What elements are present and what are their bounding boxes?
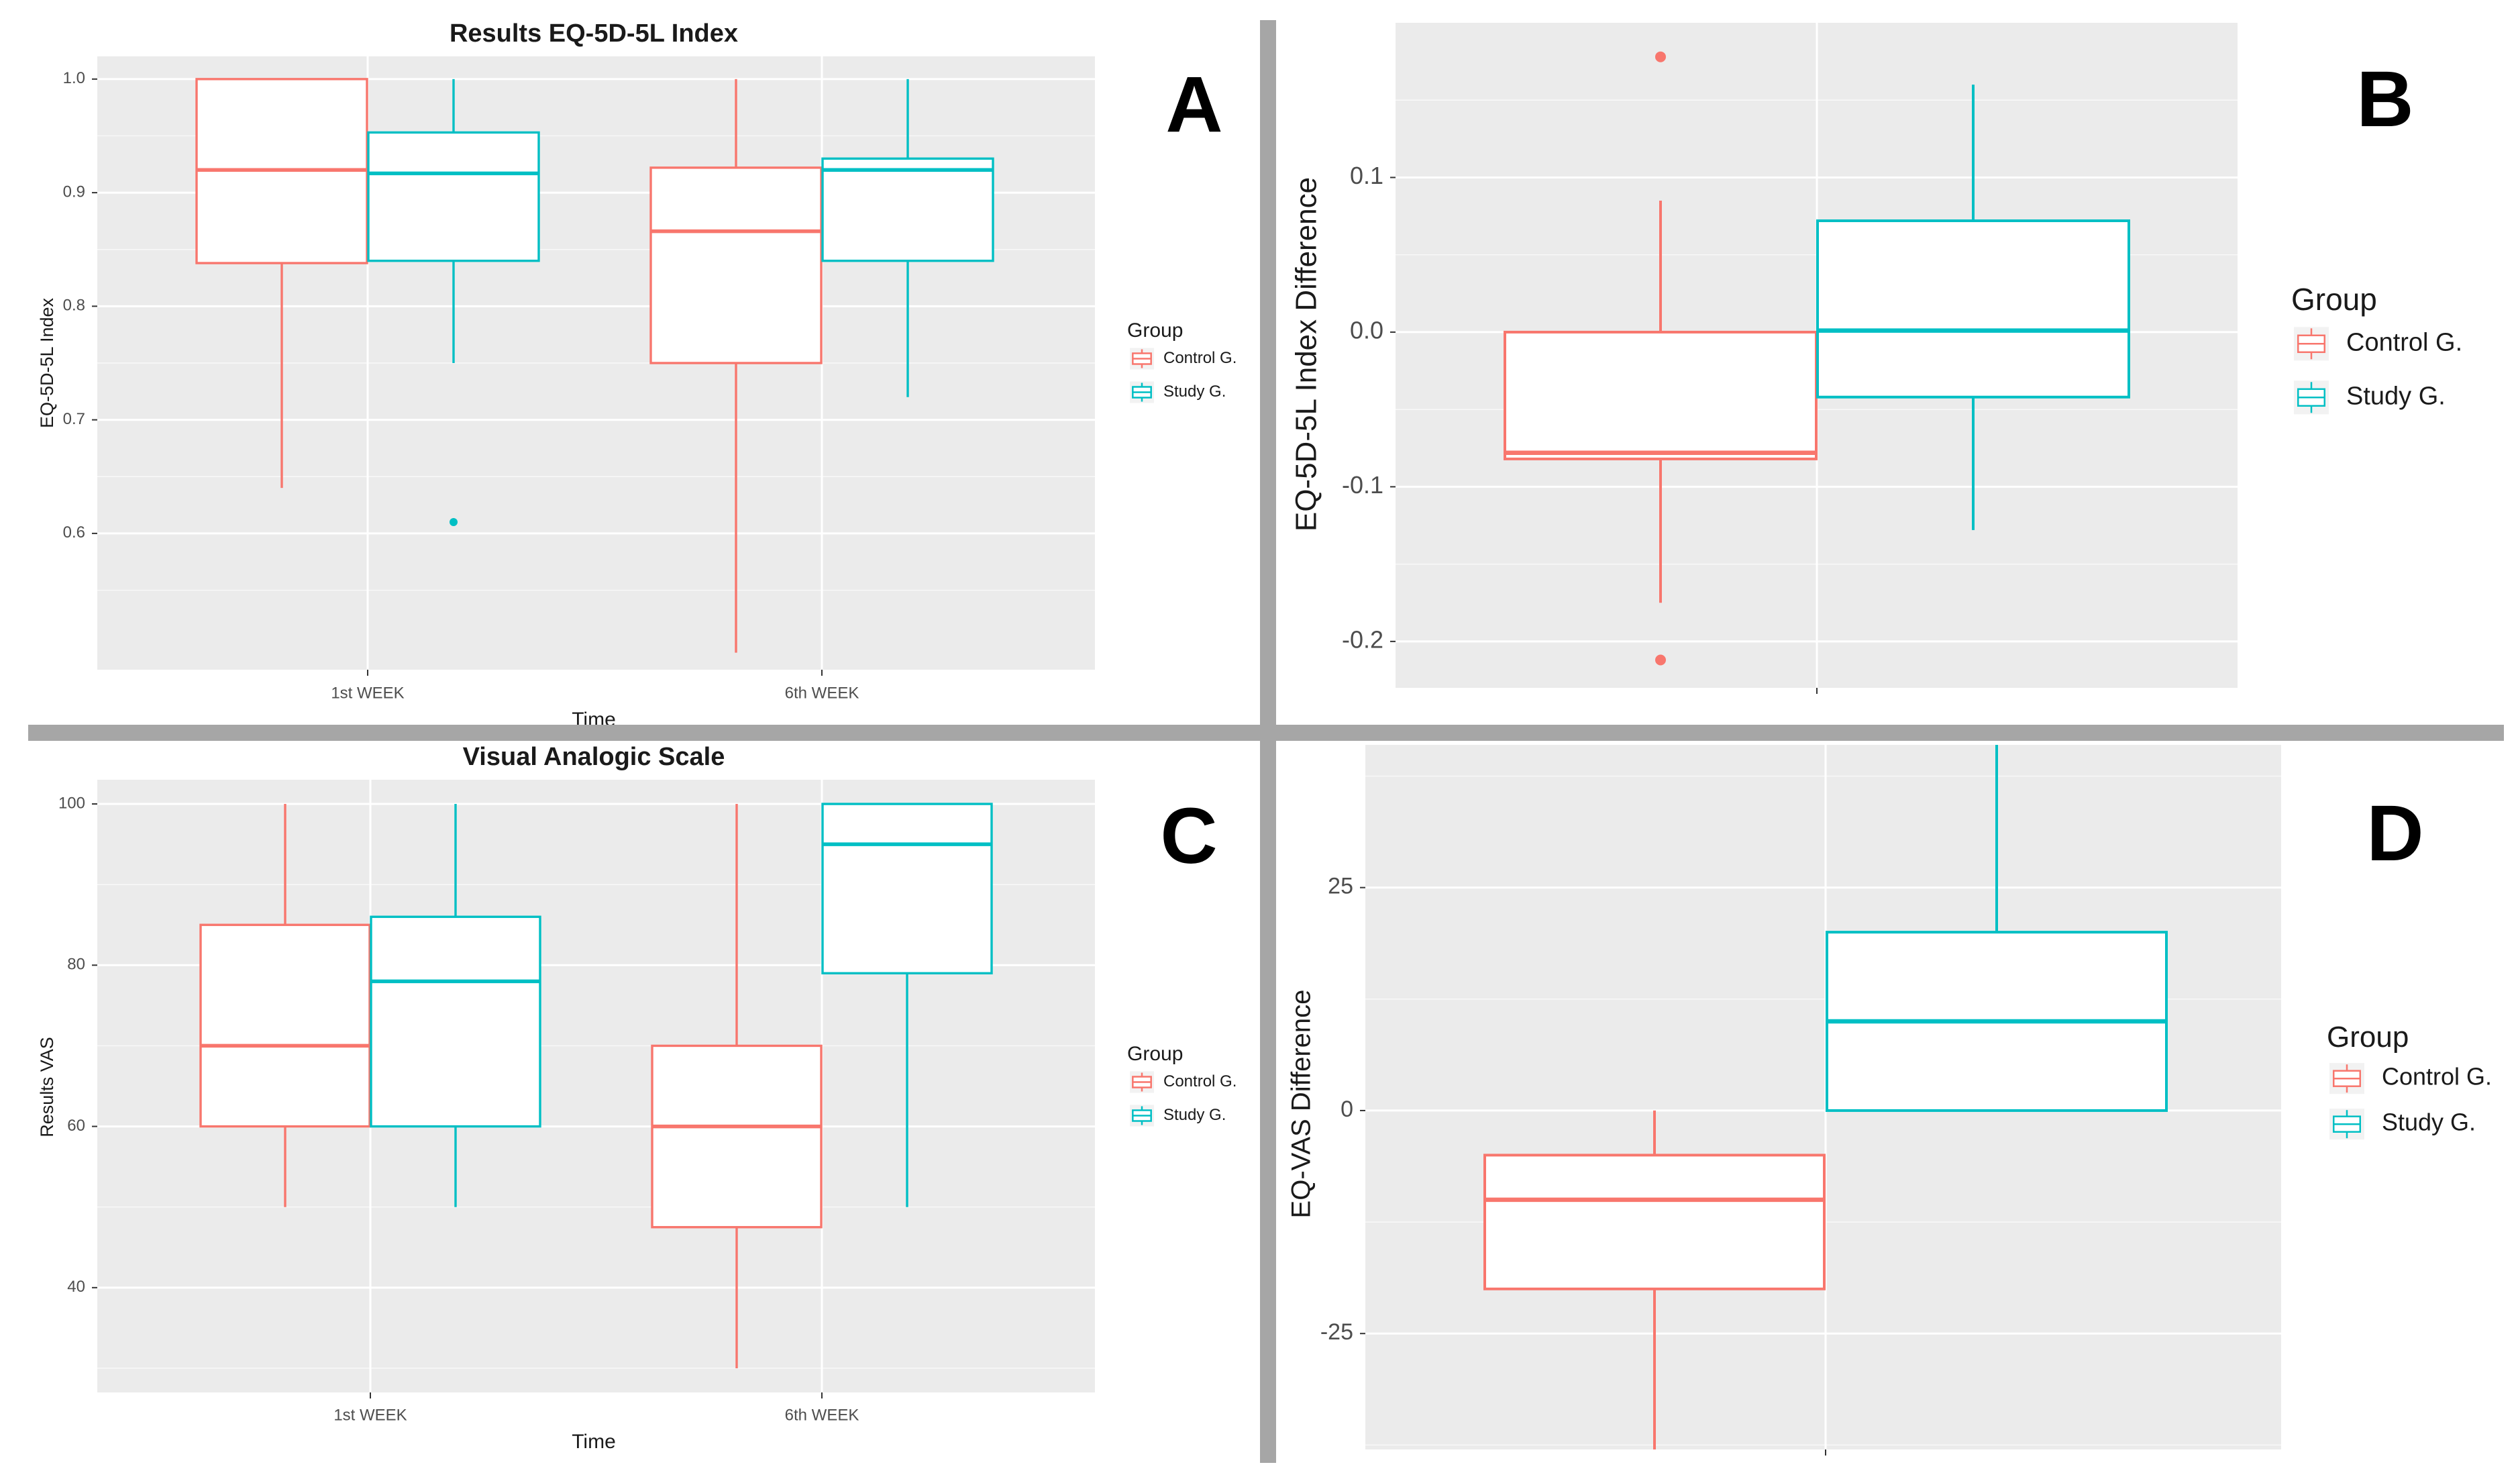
x-tick-label: 1st WEEK <box>333 1406 407 1424</box>
legend-key-control <box>1130 1071 1154 1093</box>
legend-key-study <box>2294 380 2329 415</box>
box-iqr <box>370 915 541 1128</box>
legend-title: Group <box>1127 319 1183 342</box>
panel-d: -25 0 25 EQ-VAS Difference D Group Control G. S… <box>1287 745 2492 1456</box>
y-tick-label: 40 <box>67 1278 85 1296</box>
legend-label-study: Study G. <box>2382 1109 2476 1136</box>
legend: Group Control G. Study G. <box>2327 1021 2492 1140</box>
y-axis-title: EQ-VAS Difference <box>1287 990 1316 1219</box>
panel-letter: B <box>2356 55 2413 144</box>
legend-label-control: Control G. <box>2346 328 2462 356</box>
legend-key-study <box>1130 381 1154 403</box>
legend-title: Group <box>1127 1043 1183 1065</box>
x-tick-label: 6th WEEK <box>785 684 859 702</box>
y-tick-label: 0.8 <box>63 297 85 315</box>
outlier-point <box>1655 654 1666 666</box>
legend-label-control: Control G. <box>2382 1063 2492 1090</box>
panel-letter: A <box>1165 60 1222 149</box>
box-iqr <box>199 923 371 1128</box>
y-tick-label: 0.9 <box>63 183 85 201</box>
panel-title: Visual Analogic Scale <box>463 743 725 771</box>
y-tick-label: 80 <box>67 956 85 974</box>
dividers-layer <box>28 20 2504 1463</box>
y-tick-label: 60 <box>67 1117 85 1135</box>
box-iqr <box>651 1044 823 1229</box>
y-tick-label: 25 <box>1328 874 1353 899</box>
legend: Group Control G. Study G. <box>1127 1043 1237 1127</box>
y-tick-label: 100 <box>58 794 85 812</box>
legend-label-study: Study G. <box>1163 1106 1226 1124</box>
legend: Group Control G. Study G. <box>1127 319 1237 403</box>
legend-label-study: Study G. <box>2346 382 2446 410</box>
y-tick-label: 0.0 <box>1350 316 1383 344</box>
legend-label-control: Control G. <box>1163 1072 1237 1090</box>
box-iqr <box>1816 219 2130 399</box>
panel-c: 40 60 80 100 1st WEEK 6th WEEK Visual Analogic… <box>37 743 1237 1453</box>
x-axis-title: Time <box>572 1431 616 1453</box>
y-tick-label: 0.6 <box>63 523 85 542</box>
legend-key-control <box>2329 1063 2364 1094</box>
legend: Group Control G. Study G. <box>2291 282 2462 415</box>
panel-title: Results EQ-5D-5L Index <box>450 19 738 48</box>
legend-label-control: Control G. <box>1163 349 1237 367</box>
legend-label-study: Study G. <box>1163 382 1226 401</box>
y-tick-label: -0.2 <box>1342 625 1383 653</box>
x-tick-label: 6th WEEK <box>785 1406 859 1424</box>
y-tick-label: 0.1 <box>1350 162 1383 189</box>
legend-key-study <box>2329 1109 2364 1140</box>
y-tick-label: 0 <box>1341 1096 1353 1122</box>
y-axis-title: EQ-5D-5L Index <box>37 297 57 428</box>
box-iqr <box>821 157 994 262</box>
panels-layer: 0.6 0.7 0.8 0.9 1.0 1st WEEK 6th WEEK Results E… <box>37 19 2492 1456</box>
outlier-point <box>450 517 458 526</box>
box-iqr <box>649 166 823 364</box>
x-tick-label: 1st WEEK <box>331 684 404 702</box>
legend-key-study <box>1130 1105 1154 1127</box>
y-tick-label: -0.1 <box>1342 471 1383 499</box>
panel-a: 0.6 0.7 0.8 0.9 1.0 1st WEEK 6th WEEK Results E… <box>37 19 1237 731</box>
box-iqr <box>1504 330 1818 460</box>
legend-key-control <box>1130 348 1154 370</box>
outlier-point <box>1655 51 1666 62</box>
panel-b: -0.2 -0.1 0.0 0.1 EQ-5D-5L Index Difference B… <box>1290 23 2462 694</box>
y-axis-title: EQ-5D-5L Index Difference <box>1290 177 1323 531</box>
box-iqr <box>1483 1154 1826 1290</box>
legend-key-control <box>2294 327 2329 361</box>
box-iqr <box>367 131 540 262</box>
y-tick-label: -25 <box>1320 1319 1353 1345</box>
y-tick-label: 1.0 <box>63 69 85 87</box>
y-tick-label: 0.7 <box>63 410 85 428</box>
horizontal-divider <box>28 725 2504 741</box>
vertical-divider <box>1260 20 1276 1463</box>
y-axis-title: Results VAS <box>37 1037 57 1137</box>
panel-letter: D <box>2366 789 2423 878</box>
legend-title: Group <box>2291 282 2377 317</box>
legend-title: Group <box>2327 1021 2409 1054</box>
box-iqr <box>821 803 993 975</box>
panel-letter: C <box>1160 792 1217 880</box>
